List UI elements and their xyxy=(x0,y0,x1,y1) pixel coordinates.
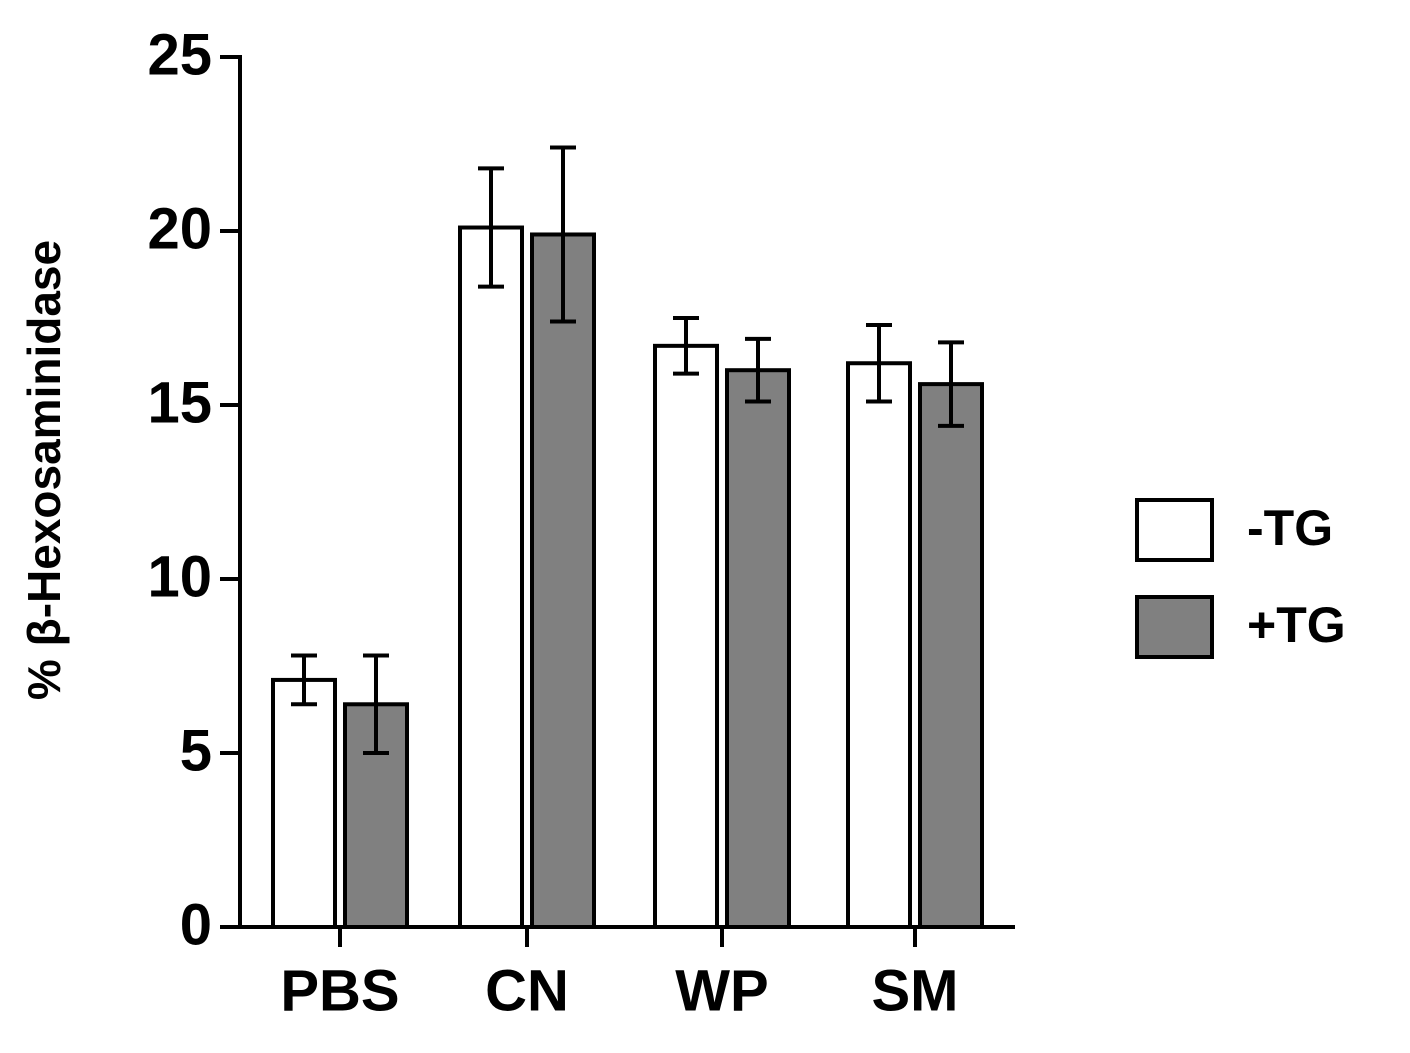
bar xyxy=(271,677,337,929)
y-axis-label: % β-Hexosaminidase xyxy=(18,240,70,700)
x-tick-label: PBS xyxy=(280,958,399,1023)
legend-label: +TG xyxy=(1247,597,1346,653)
error-bar xyxy=(866,322,892,404)
x-tick-label: WP xyxy=(675,958,768,1023)
y-tick-label: 5 xyxy=(180,718,212,783)
error-bar xyxy=(550,145,576,324)
bar xyxy=(846,361,912,929)
bar xyxy=(653,343,719,929)
error-bar xyxy=(938,340,964,428)
error-bar xyxy=(291,653,317,707)
legend-swatch xyxy=(1135,498,1214,562)
x-tick-label: SM xyxy=(872,958,959,1023)
y-tick-label: 10 xyxy=(147,544,212,609)
error-bar xyxy=(673,316,699,376)
legend-label: -TG xyxy=(1247,500,1333,556)
legend-swatch xyxy=(1135,595,1214,659)
y-tick-label: 0 xyxy=(180,892,212,957)
y-tick-label: 25 xyxy=(147,22,212,87)
y-tick-label: 20 xyxy=(147,196,212,261)
bar xyxy=(725,368,791,929)
error-bar xyxy=(745,336,771,404)
y-tick-label: 15 xyxy=(147,370,212,435)
bar xyxy=(458,225,524,929)
x-tick-label: CN xyxy=(485,958,569,1023)
bar xyxy=(530,232,596,930)
error-bar xyxy=(363,653,389,755)
error-bar xyxy=(478,166,504,289)
bar xyxy=(918,382,984,929)
